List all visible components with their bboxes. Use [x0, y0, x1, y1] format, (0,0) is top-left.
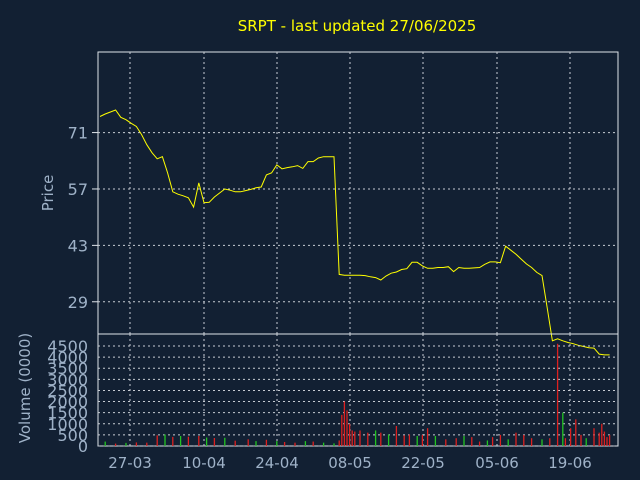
- volume-y-tick-label: 1500: [47, 404, 88, 423]
- x-tick-label: 19-06: [548, 454, 592, 472]
- chart-title: SRPT - last updated 27/06/2025: [238, 17, 477, 35]
- x-axis-ticks: 27-03 10-04 24-04 08-05 22-05 05-06 19-06: [108, 454, 592, 472]
- price-y-tick-label: 29: [68, 293, 88, 312]
- price-y-tick-label: 43: [68, 236, 88, 255]
- volume-y-tick-label: 2000: [47, 393, 88, 412]
- volume-y-tick-label: 500: [57, 426, 88, 445]
- volume-y-tick-label: 3500: [47, 359, 88, 378]
- volume-axis-label: Volume (0000): [16, 333, 34, 443]
- price-y-ticks: 29 43 57 71: [68, 124, 98, 312]
- price-line: [99, 109, 610, 356]
- price-series: [99, 109, 610, 356]
- x-tick-label: 22-05: [401, 454, 445, 472]
- x-tick-label: 10-04: [182, 454, 226, 472]
- volume-y-tick-label: 3000: [47, 370, 88, 389]
- price-y-tick-label: 71: [68, 124, 88, 143]
- volume-y-tick-label: 0: [78, 437, 88, 456]
- volume-grid: [98, 334, 618, 447]
- x-tick-label: 27-03: [108, 454, 152, 472]
- volume-y-tick-label: 1000: [47, 415, 88, 434]
- volume-panel: Volume (0000) 05001000150020002500300035…: [16, 333, 619, 456]
- price-y-tick-label: 57: [68, 180, 88, 199]
- volume-bars: [104, 343, 611, 446]
- x-tick-label: 05-06: [475, 454, 519, 472]
- volume-y-tick-label: 2500: [47, 381, 88, 400]
- x-tick-label: 24-04: [255, 454, 299, 472]
- price-panel: Price 29 43 57 71: [39, 51, 619, 356]
- price-grid: [98, 52, 618, 334]
- x-tick-label: 08-05: [328, 454, 372, 472]
- volume-y-tick-label: 4500: [47, 337, 88, 356]
- price-axis-label: Price: [39, 175, 57, 212]
- volume-y-tick-label: 4000: [47, 348, 88, 367]
